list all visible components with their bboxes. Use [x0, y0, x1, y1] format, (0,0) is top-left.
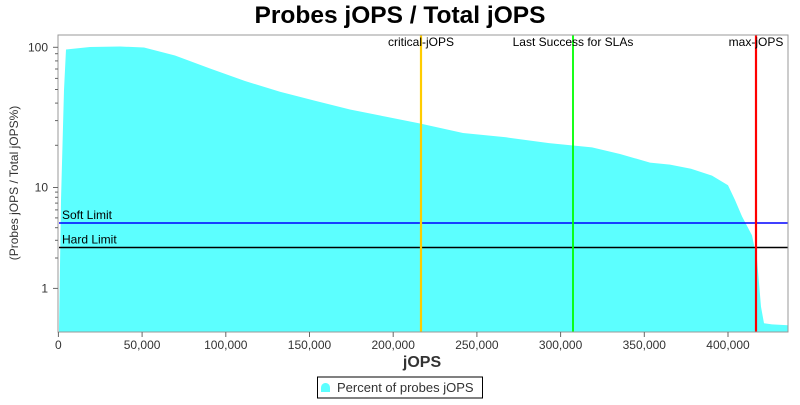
svg-text:Percent of probes jOPS: Percent of probes jOPS: [337, 380, 474, 395]
svg-text:100,000: 100,000: [204, 338, 248, 352]
svg-text:1: 1: [41, 281, 48, 295]
svg-text:Hard Limit: Hard Limit: [62, 233, 117, 247]
svg-text:200,000: 200,000: [372, 338, 416, 352]
svg-text:(Probes jOPS / Total jOPS%): (Probes jOPS / Total jOPS%): [7, 106, 21, 261]
svg-text:150,000: 150,000: [288, 338, 332, 352]
svg-text:Last Success for SLAs: Last Success for SLAs: [513, 35, 634, 49]
svg-text:max-jOPS: max-jOPS: [729, 35, 784, 49]
svg-text:300,000: 300,000: [539, 338, 583, 352]
svg-text:10: 10: [35, 181, 49, 195]
svg-text:critical-jOPS: critical-jOPS: [388, 35, 454, 49]
svg-text:Soft Limit: Soft Limit: [62, 208, 113, 222]
svg-text:0: 0: [55, 338, 62, 352]
svg-text:50,000: 50,000: [124, 338, 161, 352]
svg-text:250,000: 250,000: [455, 338, 499, 352]
svg-text:350,000: 350,000: [623, 338, 667, 352]
svg-text:100: 100: [28, 40, 48, 54]
svg-text:jOPS: jOPS: [402, 354, 442, 371]
svg-text:400,000: 400,000: [706, 338, 750, 352]
